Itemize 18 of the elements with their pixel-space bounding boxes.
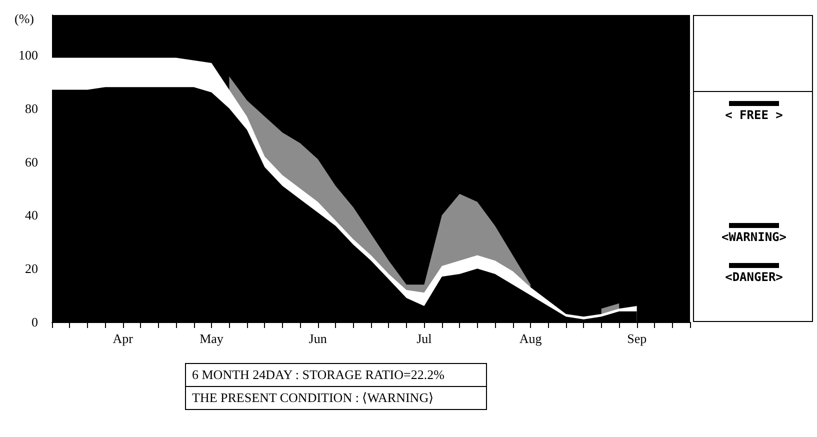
x-tick-label: May bbox=[200, 331, 224, 346]
text: < FREE > bbox=[725, 108, 783, 122]
text: <DANGER> bbox=[725, 270, 783, 284]
y-tick-label: 100 bbox=[18, 48, 38, 63]
x-tick-label: Apr bbox=[112, 331, 134, 346]
x-tick-label: Sep bbox=[627, 331, 647, 346]
x-tick-label: Jun bbox=[308, 331, 328, 346]
text: 6 MONTH 24DAY : STORAGE RATIO=22.2% bbox=[186, 364, 486, 387]
y-tick-label: 80 bbox=[25, 100, 38, 116]
x-tick-label: Jul bbox=[416, 331, 432, 346]
y-tick-label: 40 bbox=[25, 208, 38, 223]
y-tick-label: 0 bbox=[32, 314, 38, 330]
y-axis-title: (%) bbox=[14, 11, 34, 26]
y-tick-label: 60 bbox=[25, 154, 38, 170]
text: THE PRESENT CONDITION : ⟨WARNING⟩ bbox=[186, 387, 486, 410]
y-tick-label: 20 bbox=[25, 261, 38, 276]
text: <WARNING> bbox=[721, 230, 787, 244]
x-tick-label: Aug bbox=[519, 331, 542, 346]
